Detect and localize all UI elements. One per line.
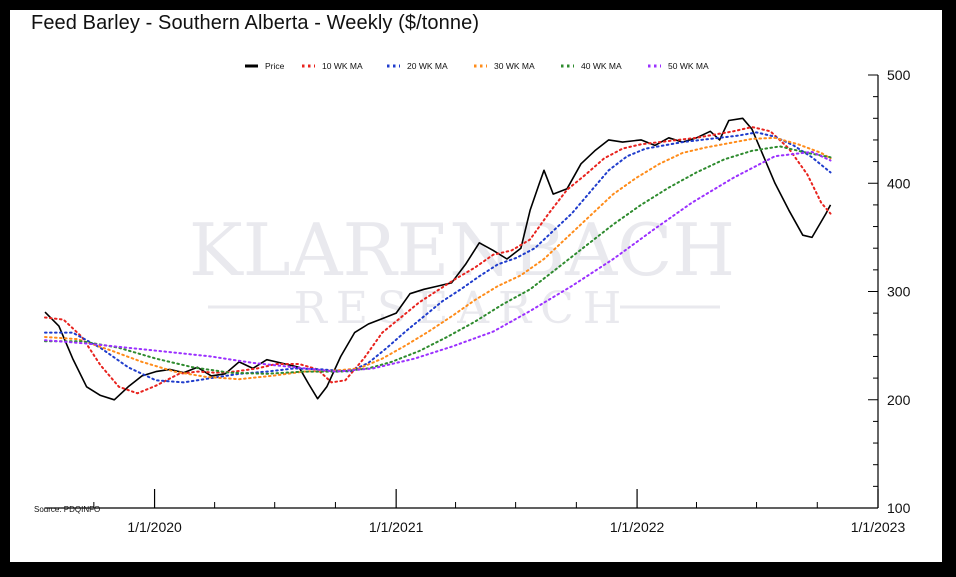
legend-item-50-wk-ma: 50 WK MA xyxy=(648,61,709,71)
series-line-50-wk-ma xyxy=(44,150,832,373)
source-note: Source: PDQINFO xyxy=(34,505,101,514)
legend-item-30-wk-ma: 30 WK MA xyxy=(474,61,535,71)
y-tick-label: 300 xyxy=(887,284,911,300)
watermark: KLARENBACH RESEARCH xyxy=(189,208,735,334)
legend-label-30-wk-ma: 30 WK MA xyxy=(494,61,535,71)
legend-item-40-wk-ma: 40 WK MA xyxy=(561,61,622,71)
series-line-30-wk-ma xyxy=(44,136,832,381)
x-tick-label: 1/1/2020 xyxy=(127,519,182,535)
y-tick-label: 200 xyxy=(887,392,911,408)
legend-label-50-wk-ma: 50 WK MA xyxy=(668,61,709,71)
y-tick-label: 500 xyxy=(887,67,911,83)
series-layer xyxy=(44,117,832,401)
chart-title: Feed Barley - Southern Alberta - Weekly … xyxy=(31,12,480,34)
legend-label-20-wk-ma: 20 WK MA xyxy=(407,61,448,71)
chart-panel xyxy=(10,10,942,562)
axes: 1/1/2020 1/1/2021 1/1/2022 1/1/2023 100 200 30… xyxy=(45,67,911,535)
legend-item-10-wk-ma: 10 WK MA xyxy=(302,61,363,71)
y-tick-label: 100 xyxy=(887,500,911,516)
x-tick-label: 1/1/2023 xyxy=(851,519,906,535)
x-tick-label: 1/1/2022 xyxy=(610,519,665,535)
x-tick-label: 1/1/2021 xyxy=(369,519,424,535)
legend-label-40-wk-ma: 40 WK MA xyxy=(581,61,622,71)
legend: Price 10 WK MA 20 WK MA 30 WK MA 40 WK MA 50 … xyxy=(245,61,709,71)
y-tick-label: 400 xyxy=(887,175,911,191)
watermark-line1: KLARENBACH xyxy=(189,208,735,292)
series-line-40-wk-ma xyxy=(44,145,832,375)
legend-item-price: Price xyxy=(245,61,285,71)
watermark-line2: RESEARCH xyxy=(294,283,630,334)
legend-item-20-wk-ma: 20 WK MA xyxy=(387,61,448,71)
legend-label-10-wk-ma: 10 WK MA xyxy=(322,61,363,71)
series-line-10-wk-ma xyxy=(44,126,832,395)
legend-label-price: Price xyxy=(265,61,285,71)
